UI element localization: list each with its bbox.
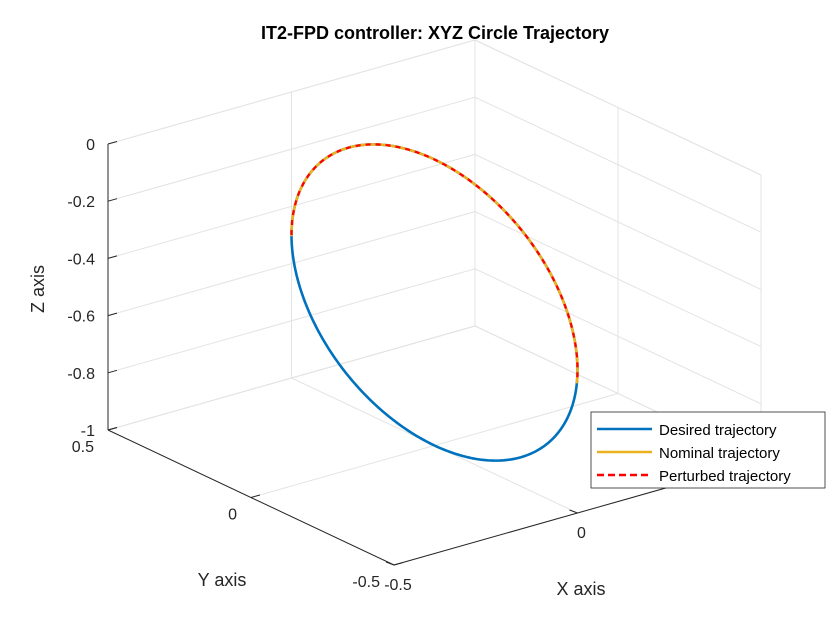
series-nominal-trajectory: [290, 143, 579, 384]
box-edge: [107, 39, 476, 145]
x-tick-label: -0.5: [384, 577, 412, 594]
y-axis-label: Y axis: [198, 570, 247, 590]
tick-labels: -0.5 0 -0.5 0 0.5 0 -0.2 -0.4 -0.6 -0.8 -1: [67, 137, 586, 594]
z-tick-mark: [107, 141, 118, 145]
gridline-x: [291, 92, 578, 514]
series-perturbed-trajectory: [290, 143, 579, 383]
z-axis-label: Z axis: [28, 265, 48, 313]
gridline-z: [107, 211, 762, 348]
gridline-x: [107, 144, 395, 566]
gridline-z: [107, 39, 762, 176]
legend-label-desired: Desired trajectory: [659, 422, 777, 439]
z-tick-label: -0.4: [67, 251, 95, 268]
legend: Desired trajectory Nominal trajectory Pe…: [590, 411, 826, 489]
chart-title: IT2-FPD controller: XYZ Circle Trajector…: [261, 23, 609, 43]
gridline-z: [107, 96, 762, 233]
box-edge: [474, 39, 762, 176]
z-tick-label: -0.6: [67, 309, 95, 326]
x-axis-label: X axis: [556, 579, 605, 599]
y-tick-mark: [250, 494, 261, 498]
z-tick-mark: [107, 369, 118, 374]
y-tick-label: -0.5: [352, 574, 380, 591]
series-layer: [290, 143, 579, 462]
legend-label-perturbed: Perturbed trajectory: [659, 468, 791, 485]
z-tick-label: -1: [81, 423, 95, 440]
z-tick-mark: [107, 255, 118, 259]
y-tick-label: 0: [228, 507, 237, 524]
z-tick-mark: [107, 312, 118, 317]
y-tick-label: 0.5: [72, 439, 94, 456]
box-edge: [107, 325, 476, 431]
legend-label-nominal: Nominal trajectory: [659, 445, 780, 462]
z-tick-label: -0.8: [67, 366, 95, 383]
z-tick-mark: [107, 198, 118, 202]
x-tick-mark: [385, 561, 395, 566]
x-tick-mark: [569, 509, 578, 514]
z-tick-label: -0.2: [67, 194, 95, 211]
z-tick-mark: [107, 427, 118, 431]
x-tick-label: 0: [577, 525, 586, 542]
gridline-z: [107, 153, 762, 290]
y-tick-mark: [393, 562, 404, 566]
z-tick-label: 0: [86, 137, 95, 154]
series-desired-trajectory: [290, 143, 579, 462]
gridline-z: [107, 268, 762, 405]
